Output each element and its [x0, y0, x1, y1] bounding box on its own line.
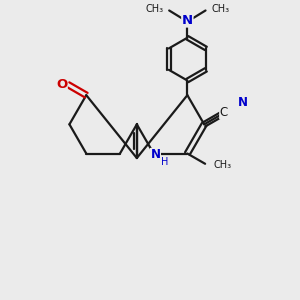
Text: CH₃: CH₃ — [145, 4, 163, 14]
Text: C: C — [220, 106, 228, 119]
Text: N: N — [238, 97, 248, 110]
Text: H: H — [161, 157, 169, 167]
Text: N: N — [182, 14, 193, 27]
Text: CH₃: CH₃ — [212, 4, 230, 14]
Text: CH₃: CH₃ — [213, 160, 231, 170]
Text: N: N — [150, 148, 161, 161]
Text: O: O — [56, 77, 67, 91]
